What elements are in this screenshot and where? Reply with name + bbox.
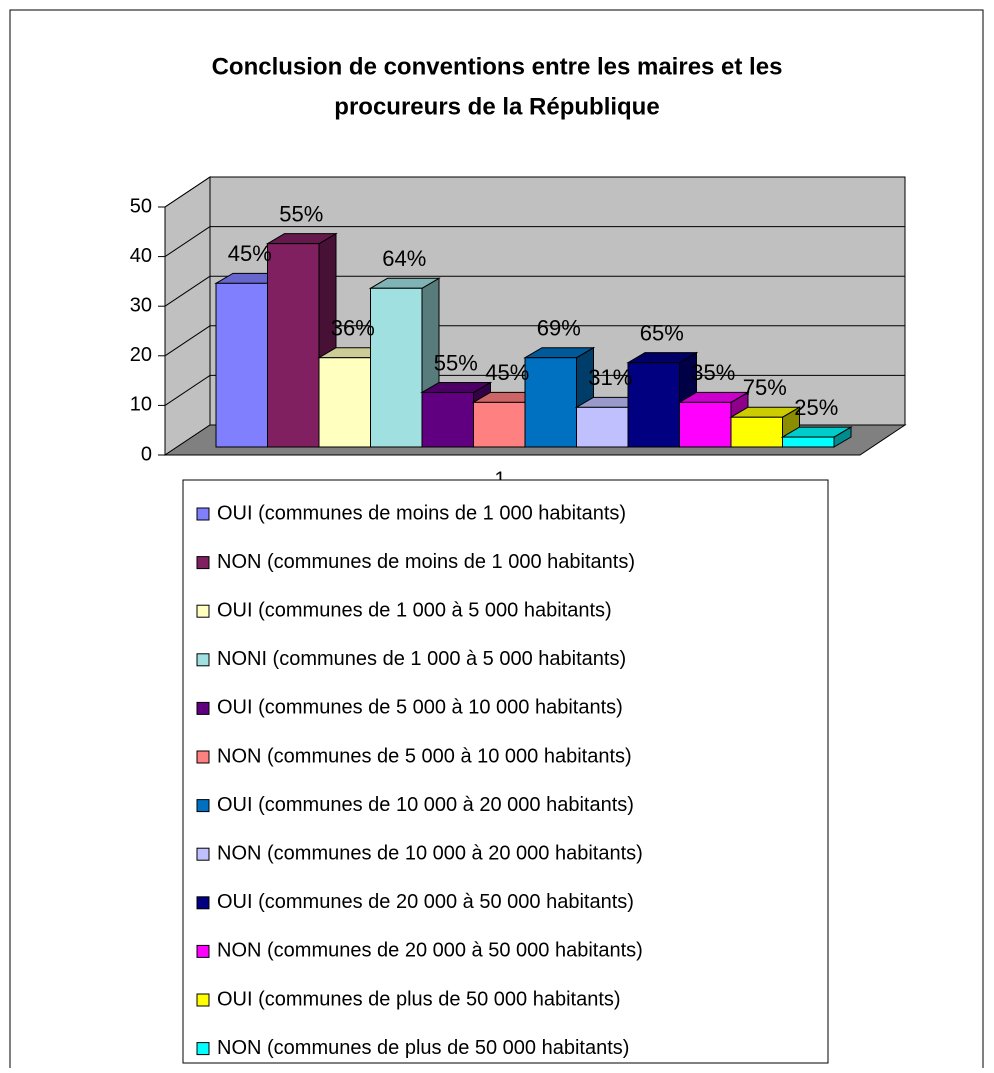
grid-line [164, 275, 211, 307]
data-label: 45% [228, 241, 272, 266]
legend-label: OUI (communes de 1 000 à 5 000 habitants… [217, 599, 612, 621]
legend-swatch [196, 653, 210, 667]
data-label: 35% [691, 360, 735, 385]
legend-swatch [196, 799, 210, 813]
bar [267, 243, 320, 448]
bar [782, 436, 835, 448]
legend-swatch [196, 604, 210, 618]
legend-swatch [196, 556, 210, 570]
bar [421, 391, 474, 448]
bar [370, 287, 423, 448]
bar-top-shade [679, 392, 748, 403]
legend-label: NON (communes de moins de 1 000 habitant… [217, 551, 635, 573]
y-tick-label: 0 [141, 443, 152, 465]
legend-label: OUI (communes de 5 000 à 10 000 habitant… [217, 697, 623, 719]
grid-line [164, 176, 211, 208]
bar [627, 362, 680, 448]
legend-label: NON (communes de 5 000 à 10 000 habitant… [217, 745, 632, 767]
legend-swatch [196, 750, 210, 764]
side-wall [164, 176, 211, 456]
legend-label: NONI (communes de 1 000 à 5 000 habitant… [217, 648, 626, 670]
bar-side-shade [834, 427, 851, 447]
bar-top-shade [731, 407, 800, 418]
bar-top-shade [525, 347, 594, 358]
legend-swatch [196, 701, 210, 715]
bar [730, 416, 783, 448]
bar-top-shade [370, 278, 439, 289]
data-label: 55% [279, 201, 323, 226]
y-tick-label: 40 [130, 245, 152, 267]
bar-top-shade [422, 382, 491, 393]
bar [679, 401, 732, 448]
data-label: 31% [588, 365, 632, 390]
legend-label: OUI (communes de moins de 1 000 habitant… [217, 502, 626, 524]
grid-line [164, 374, 211, 406]
chart-title: Conclusion de conventions entre les mair… [212, 53, 783, 80]
legend-label: NON (communes de plus de 50 000 habitant… [217, 1037, 629, 1059]
legend-label: OUI (communes de 10 000 à 20 000 habitan… [217, 794, 634, 816]
data-label: 55% [434, 350, 478, 375]
legend-swatch [196, 896, 210, 910]
bar [576, 406, 629, 448]
data-label: 45% [485, 360, 529, 385]
legend-swatch [196, 1042, 210, 1056]
y-tick-label: 20 [130, 344, 152, 366]
data-label: 75% [743, 375, 787, 400]
y-tick-label: 10 [130, 394, 152, 416]
legend-label: NON (communes de 10 000 à 20 000 habitan… [217, 842, 643, 864]
data-label: 36% [331, 316, 375, 341]
bar-top-shade [628, 352, 697, 363]
legend-swatch [196, 507, 210, 521]
bar-top-shade [782, 427, 851, 438]
bar [215, 282, 268, 448]
data-label: 69% [537, 316, 581, 341]
y-tick-label: 50 [130, 195, 152, 217]
data-label: 25% [794, 395, 838, 420]
legend-swatch [196, 993, 210, 1007]
chart-title: procureurs de la République [334, 93, 659, 120]
grid-line [164, 325, 211, 357]
x-tick-label: 1 [494, 468, 505, 490]
legend-label: OUI (communes de plus de 50 000 habitant… [217, 988, 621, 1010]
data-label: 64% [382, 246, 426, 271]
legend-swatch [196, 847, 210, 861]
bar-top-shade [267, 233, 336, 244]
data-label: 65% [640, 320, 684, 345]
grid-line [164, 226, 211, 258]
legend-label: OUI (communes de 20 000 à 50 000 habitan… [217, 891, 634, 913]
legend [182, 479, 829, 1064]
bar [318, 357, 371, 448]
legend-swatch [196, 944, 210, 958]
bar [473, 401, 526, 448]
y-tick-label: 30 [130, 294, 152, 316]
legend-label: NON (communes de 20 000 à 50 000 habitan… [217, 940, 643, 962]
bar [524, 357, 577, 448]
